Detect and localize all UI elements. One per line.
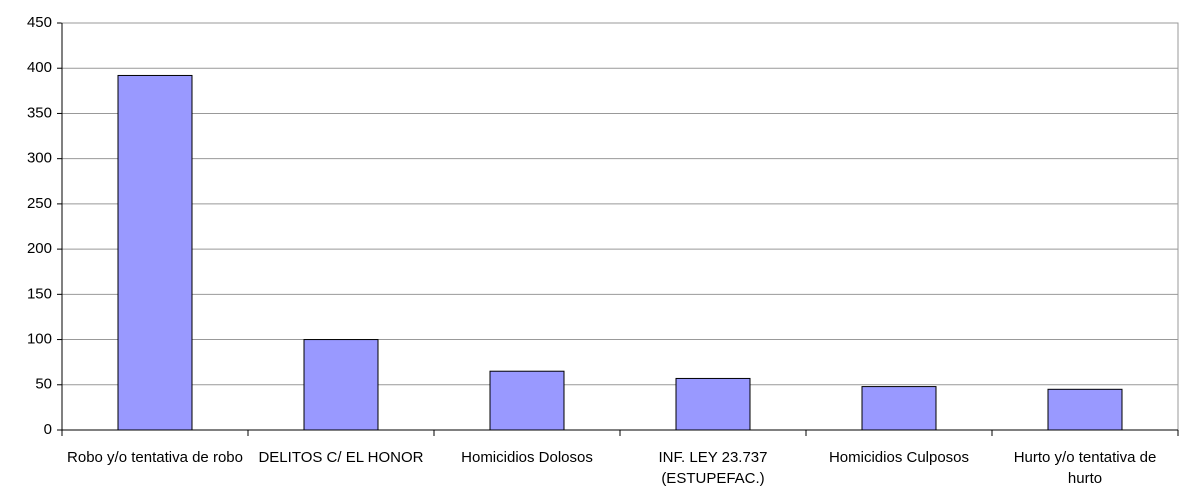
bar [117,74,193,431]
bar [303,339,379,431]
x-tick-label: DELITOS C/ EL HONOR [258,449,424,466]
y-tick-label: 200 [27,240,52,257]
bar [1047,388,1123,431]
y-tick-label: 250 [27,195,52,212]
x-tick-label: INF. LEY 23.737 (ESTUPEFAC.) [658,449,768,487]
bar [861,386,937,431]
x-tick-label: Robo y/o tentativa de robo [67,449,243,466]
y-tick-label: 150 [27,285,52,302]
bar [675,377,751,431]
plot-frame [61,22,1179,431]
x-tick-label: Homicidios Dolosos [461,449,593,466]
y-tick-label: 300 [27,150,52,167]
bar [489,370,565,431]
y-tick-label: 450 [27,14,52,31]
y-tick-label: 50 [35,376,52,393]
y-tick-label: 350 [27,104,52,121]
x-tick-label: Hurto y/o tentativa de hurto [1013,449,1157,487]
y-tick-label: 100 [27,331,52,348]
y-tick-label: 400 [27,59,52,76]
y-tick-label: 0 [44,421,52,438]
x-tick-label: Homicidios Culposos [828,449,970,466]
